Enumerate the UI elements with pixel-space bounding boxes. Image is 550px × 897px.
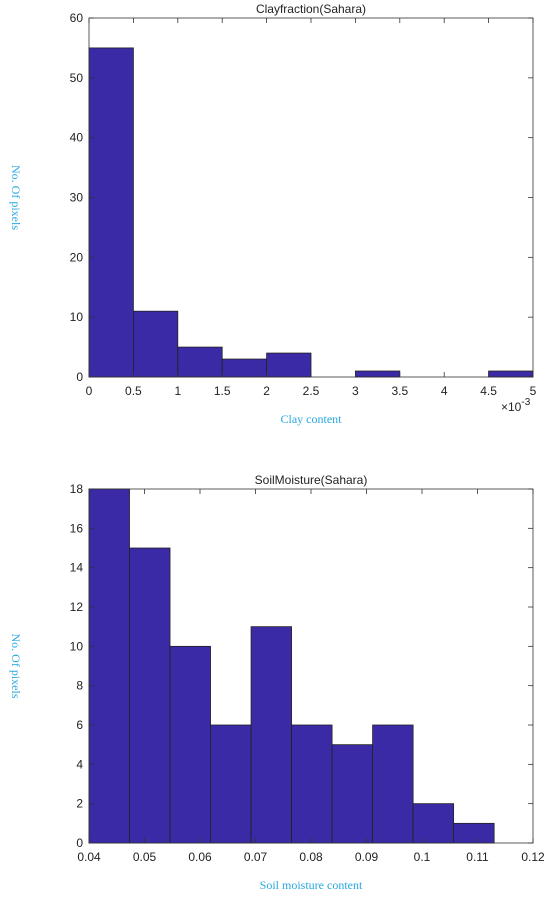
x-tick-label: 0.08: [299, 850, 323, 864]
bar: [412, 803, 455, 844]
bar: [88, 488, 130, 844]
y-tick-label: 60: [70, 11, 84, 25]
multiplier-base: ×10: [501, 400, 522, 414]
y-tick-label: 30: [70, 191, 84, 205]
x-axis-label: Clay content: [281, 412, 343, 426]
y-tick-label: 6: [76, 718, 83, 732]
bar: [331, 744, 374, 844]
bar: [250, 626, 292, 844]
x-tick-label: 0.04: [77, 850, 101, 864]
y-tick-label: 12: [70, 600, 84, 614]
y-tick-label: 10: [70, 310, 84, 324]
x-axis-label: Soil moisture content: [260, 878, 363, 892]
x-tick-label: 1.5: [214, 384, 231, 398]
bar: [372, 724, 414, 844]
chart-title: SoilMoisture(Sahara): [255, 473, 368, 487]
multiplier-exponent: -3: [521, 397, 530, 408]
x-tick-label: 0: [86, 384, 93, 398]
bar: [266, 352, 312, 378]
x-tick-label: 3.5: [391, 384, 408, 398]
x-tick-label: 0.06: [188, 850, 212, 864]
x-tick-label: 1: [174, 384, 181, 398]
x-tick-label: 4.5: [480, 384, 497, 398]
bar: [291, 724, 333, 844]
x-tick-label: 0.09: [355, 850, 379, 864]
chart-title: Clayfraction(Sahara): [256, 2, 366, 16]
x-tick-label: 0.1: [414, 850, 431, 864]
x-tick-label: 0.05: [133, 850, 157, 864]
y-tick-label: 18: [70, 482, 84, 496]
x-tick-label: 2.5: [303, 384, 320, 398]
x-tick-label: 2: [263, 384, 270, 398]
y-tick-label: 8: [76, 679, 83, 693]
bar: [88, 47, 134, 378]
bar: [177, 346, 223, 378]
bar: [169, 645, 211, 844]
x-tick-label: 0.12: [521, 850, 545, 864]
y-tick-label: 16: [70, 521, 84, 535]
y-tick-label: 0: [76, 370, 83, 384]
y-tick-label: 14: [70, 561, 84, 575]
y-tick-label: 2: [76, 797, 83, 811]
bar: [453, 822, 495, 844]
x-tick-label: 0.11: [466, 850, 489, 864]
x-multiplier: ×10-3: [501, 397, 531, 414]
bar: [488, 370, 534, 378]
y-tick-label: 20: [70, 250, 84, 264]
bar: [221, 358, 267, 378]
bar: [129, 547, 171, 844]
bar: [210, 724, 252, 844]
y-tick-label: 0: [76, 836, 83, 850]
x-tick-label: 0.07: [244, 850, 268, 864]
x-tick-label: 0.5: [125, 384, 142, 398]
y-tick-label: 50: [70, 71, 84, 85]
x-tick-label: 3: [352, 384, 359, 398]
x-tick-label: 5: [530, 384, 537, 398]
y-axis-label: No. Of pixels: [9, 165, 23, 230]
x-tick-label: 4: [441, 384, 448, 398]
bar: [132, 310, 179, 378]
bar: [354, 370, 401, 378]
y-axis-label: No. Of pixels: [9, 634, 23, 699]
y-tick-label: 40: [70, 131, 84, 145]
y-tick-label: 10: [70, 639, 84, 653]
y-tick-label: 4: [76, 757, 83, 771]
